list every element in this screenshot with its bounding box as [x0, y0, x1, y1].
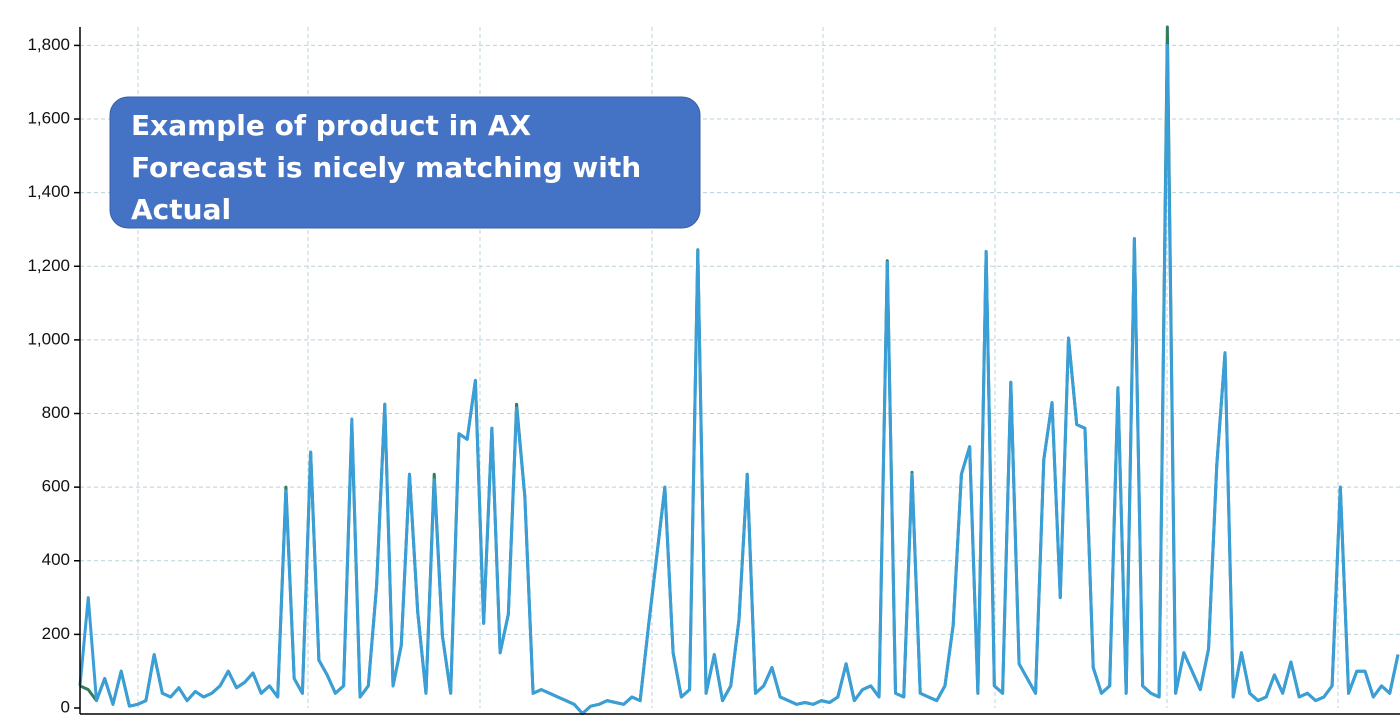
y-tick-label: 1,200	[27, 256, 70, 275]
y-tick-label: 800	[42, 403, 70, 422]
y-tick-label: 600	[42, 477, 70, 496]
lines	[78, 25, 1400, 716]
y-tick-label: 200	[42, 624, 70, 643]
y-tick-label: 400	[42, 550, 70, 569]
y-tick-label: 1,600	[27, 109, 70, 128]
annotation-line: Actual	[131, 193, 231, 226]
annotation-line: Forecast is nicely matching with	[131, 151, 641, 184]
series-line	[78, 43, 1400, 716]
y-ticks: 0 200 400 600 800 1,000 1,200 1,400 1,600 1,800	[27, 35, 80, 716]
y-tick-label: 0	[61, 697, 70, 716]
annotation-line: Example of product in AX	[131, 109, 532, 142]
y-tick-label: 1,000	[27, 329, 70, 348]
annotation-box	[109, 96, 701, 229]
y-tick-label: 1,800	[27, 35, 70, 54]
y-tick-label: 1,400	[27, 182, 70, 201]
